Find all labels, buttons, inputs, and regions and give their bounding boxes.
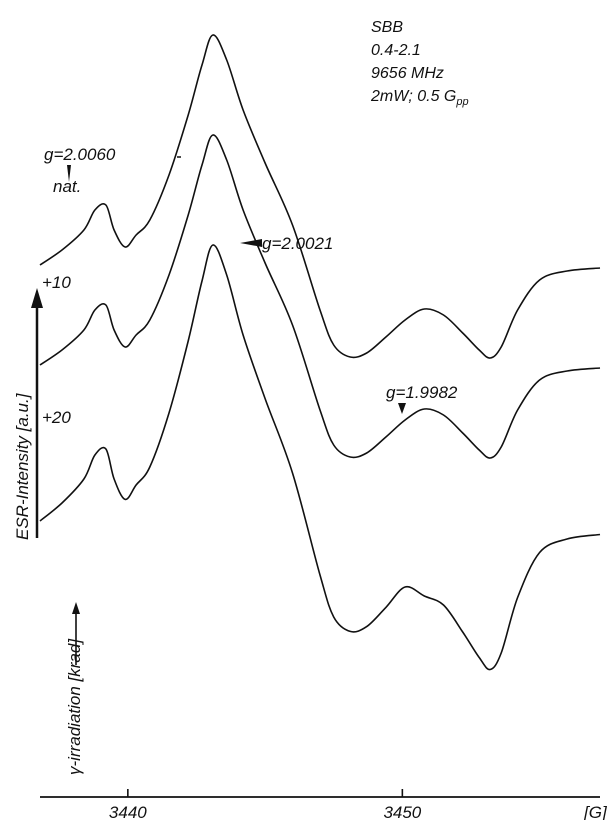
series-label-20: +20 [42,408,71,427]
x-tick-label: 3450 [383,803,421,820]
annotation-marker-g-2.0021 [240,239,262,247]
x-tick-label: 3440 [109,803,147,820]
y-axis-label: ESR-Intensity [a.u.] [13,392,32,540]
info-range: 0.4-2.1 [371,42,421,59]
x-axis-unit: [G] [583,803,608,820]
irradiation-arrowhead [72,602,80,614]
spectrum-line-1 [39,134,601,459]
info-sample: SBB [371,19,404,36]
series-label-nat: nat. [53,177,81,196]
irradiation-label: γ-irradiation [krad] [65,638,84,775]
series-label-10: +10 [42,273,71,292]
spectrum-line-0 [39,34,601,359]
annotation-g-2.0021: g=2.0021 [262,234,333,253]
spectrum-line-2 [39,244,601,671]
annotation-marker-g-2.0060 [67,165,71,182]
annotation-g-2.0060: g=2.0060 [44,145,116,164]
annotation-g-1.9982: g=1.9982 [386,383,458,402]
annotation-marker-g-1.9982 [398,403,406,414]
info-power-text: 2mW; 0.5 G [371,88,457,105]
y-axis-arrowhead [31,288,43,308]
x-ticks-group: 3440 3450 [109,789,422,820]
measurement-info: SBB 0.4-2.1 9656 MHz 2mW; 0.5 Gpp [371,16,469,114]
spectra-group [39,34,601,671]
info-frequency: 9656 MHz [371,65,444,82]
info-power-modulation: 2mW; 0.5 Gpp [371,85,469,114]
info-power-subscript: pp [456,96,469,109]
